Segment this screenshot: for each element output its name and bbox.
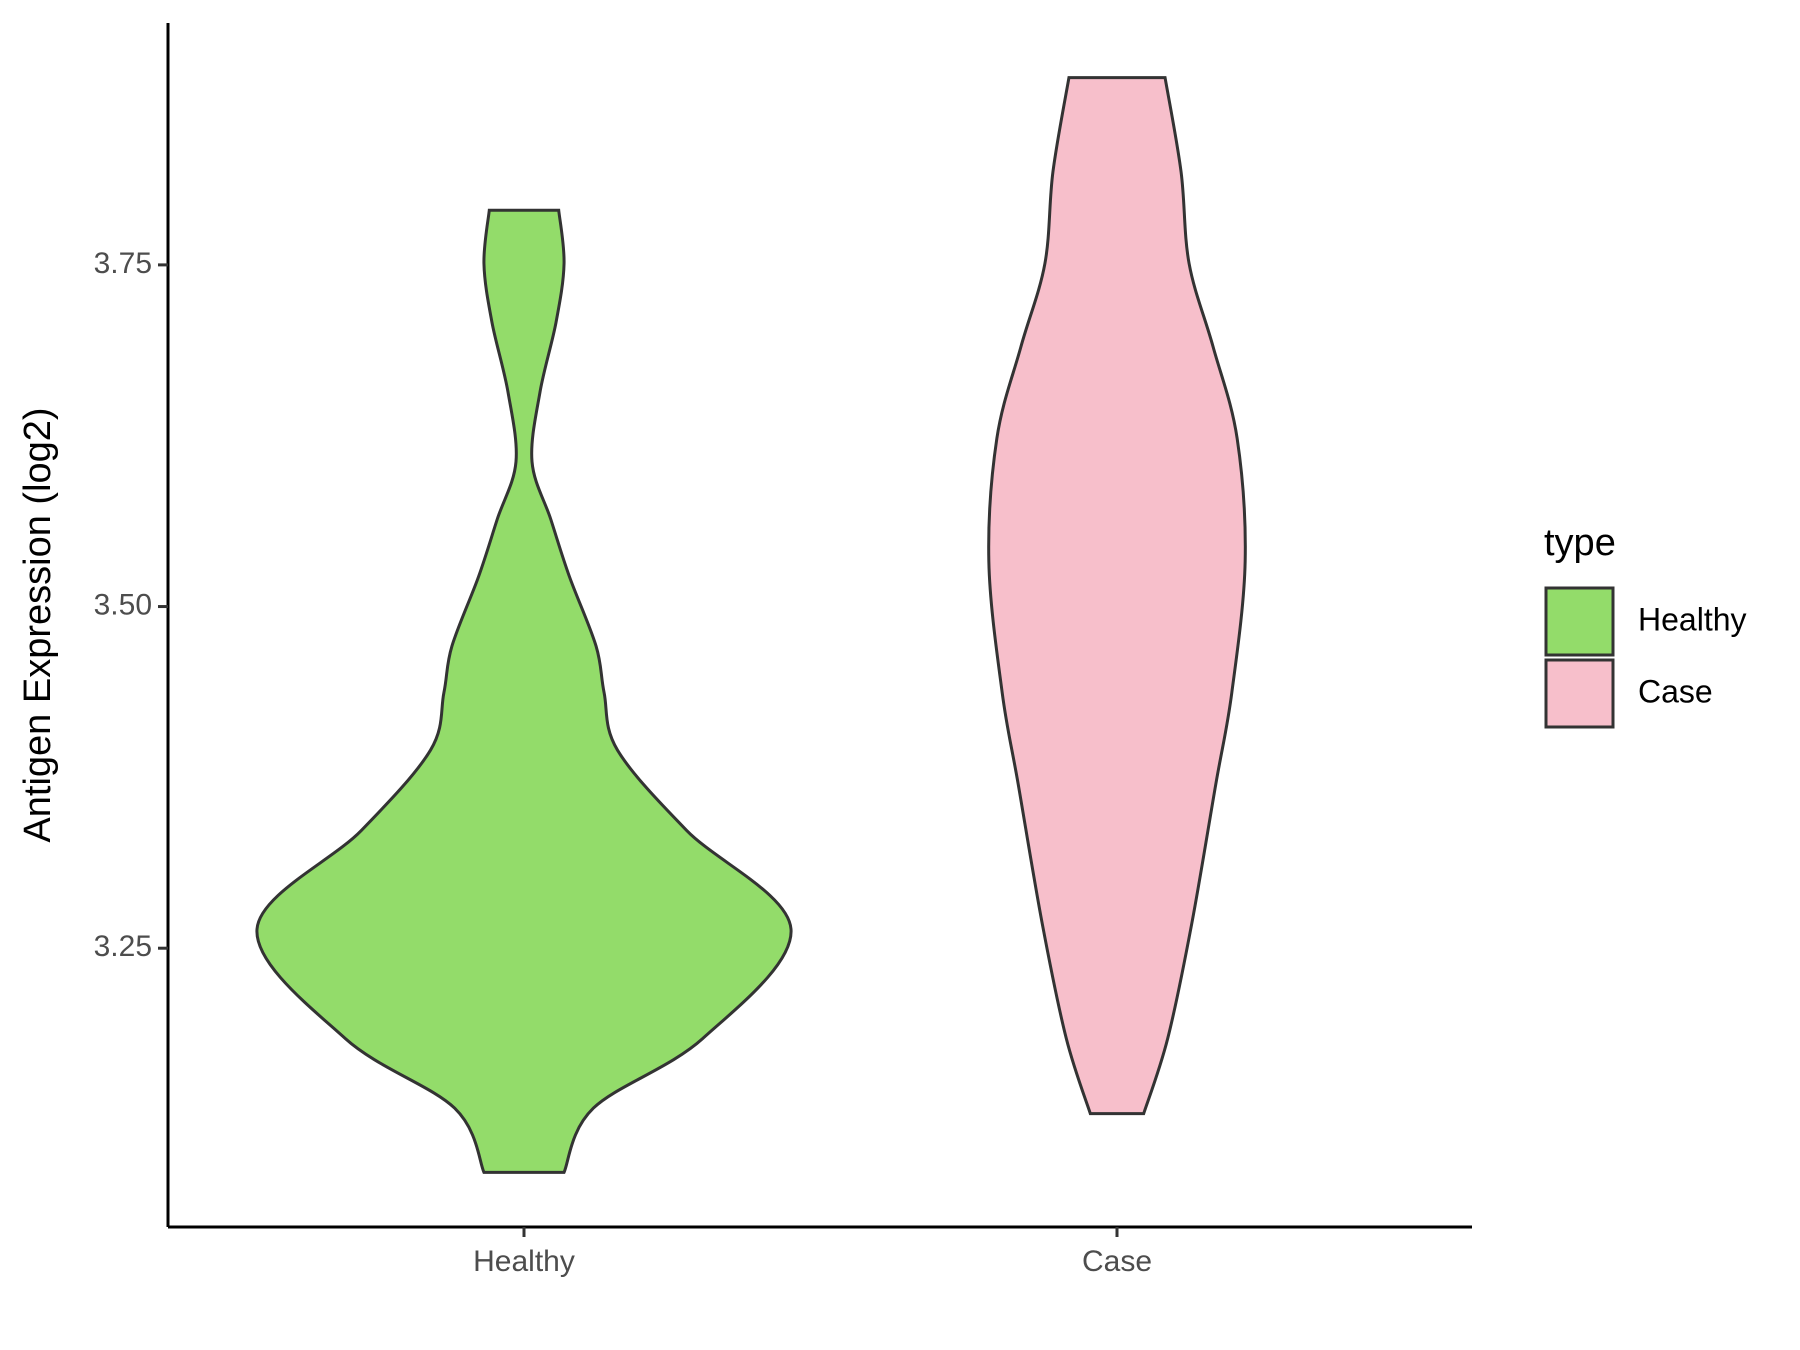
legend-title: type	[1544, 522, 1616, 564]
y-tick-label: 3.25	[94, 930, 152, 963]
violin	[987, 76, 1247, 1116]
y-tick-label: 3.50	[94, 588, 152, 621]
legend-label: Case	[1638, 673, 1713, 709]
x-tick-label: Case	[1082, 1245, 1152, 1278]
y-tick-label: 3.75	[94, 247, 152, 280]
violin	[255, 208, 793, 1174]
y-axis-title: Antigen Expression (log2)	[17, 407, 59, 842]
x-tick-label: Healthy	[473, 1245, 575, 1278]
legend-label: Healthy	[1638, 601, 1747, 637]
legend-key	[1544, 658, 1615, 729]
legend-key	[1544, 586, 1615, 657]
